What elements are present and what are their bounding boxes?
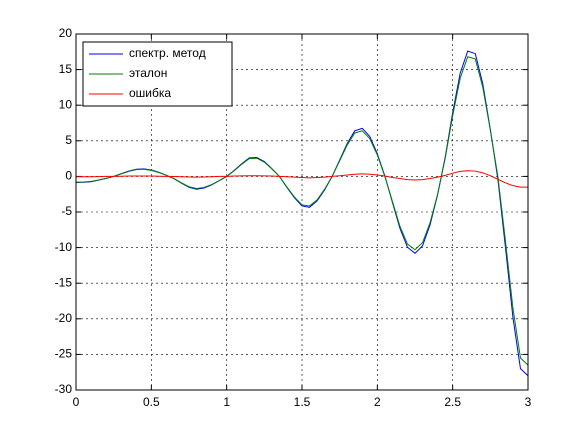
y-tick-label: -20 [55, 311, 73, 325]
y-tick-label: -30 [55, 382, 73, 396]
series-line [75, 56, 529, 366]
y-tick-label: 0 [65, 169, 72, 183]
x-tick-label: 0 [73, 395, 80, 409]
y-tick-label: 5 [65, 133, 72, 147]
x-tick-label: 0.5 [143, 395, 160, 409]
y-tick-label: 10 [59, 97, 73, 111]
plot-area [75, 33, 529, 391]
y-tick-label: -5 [61, 204, 72, 218]
y-tick-label: 15 [59, 62, 73, 76]
legend-label: спектр. метод [129, 46, 206, 60]
x-tick-label: 2.5 [444, 395, 461, 409]
y-tick-label: -10 [55, 240, 73, 254]
x-tick-label: 3 [525, 395, 532, 409]
x-tick-label: 1.5 [294, 395, 311, 409]
legend-label: эталон [129, 66, 167, 80]
x-tick-label: 2 [374, 395, 381, 409]
y-tick-label: -15 [55, 275, 73, 289]
series-line [76, 170, 528, 188]
x-tick-label: 1 [223, 395, 230, 409]
legend-label: ошибка [129, 86, 171, 100]
y-tick-label: 20 [59, 26, 73, 40]
y-tick-label: -25 [55, 347, 73, 361]
